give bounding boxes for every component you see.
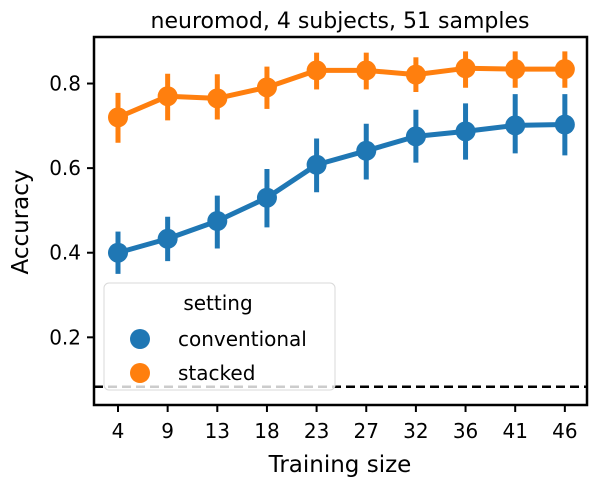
legend-marker-stacked [130, 363, 150, 383]
legend-title: setting [183, 291, 252, 315]
x-tick-label: 32 [403, 419, 428, 443]
x-tick-label: 23 [304, 419, 329, 443]
x-tick-label: 46 [552, 419, 577, 443]
data-point [455, 58, 476, 79]
data-point [108, 242, 128, 263]
y-tick-label: 0.4 [49, 241, 81, 265]
x-tick-label: 13 [205, 419, 230, 443]
x-tick-label: 27 [354, 419, 379, 443]
data-point [108, 107, 128, 128]
data-point [554, 114, 575, 135]
legend-label-conventional: conventional [178, 327, 307, 351]
legend-label-stacked: stacked [178, 361, 255, 385]
data-point [505, 115, 526, 136]
data-point [256, 187, 277, 208]
series-line [117, 65, 565, 120]
data-point [256, 77, 277, 98]
data-point [207, 211, 228, 231]
legend-box [103, 282, 336, 391]
data-point [505, 59, 526, 80]
series-conventional [108, 94, 575, 274]
data-point [405, 126, 426, 147]
legend-marker-conventional [130, 329, 150, 349]
x-axis-label: Training size [268, 452, 412, 478]
data-point [455, 121, 476, 142]
x-tick-label: 41 [502, 419, 527, 443]
y-tick-label: 0.8 [49, 72, 81, 96]
x-tick-label: 4 [112, 419, 125, 443]
axes-layer: 4 9 13 18 23 27 32 36 41 46 0.2 0.4 0.6 0.8 [49, 35, 589, 443]
data-point [356, 140, 377, 161]
data-point [157, 86, 178, 107]
legend: setting conventional stacked [103, 282, 336, 391]
data-point [306, 154, 327, 175]
y-axis-label: Accuracy [8, 169, 34, 274]
data-point [207, 88, 228, 109]
data-point [356, 60, 377, 81]
data-point [306, 60, 327, 81]
series-line [117, 122, 565, 256]
x-tick-label: 9 [161, 419, 174, 443]
series-layer [108, 51, 575, 274]
x-tick-label: 36 [453, 419, 478, 443]
series-stacked [108, 51, 575, 143]
data-point [554, 59, 575, 80]
axes-frame [92, 35, 589, 407]
y-tick-label: 0.6 [49, 156, 81, 180]
x-tick-label: 18 [254, 419, 279, 443]
chart-title: neuromod, 4 subjects, 51 samples [151, 9, 530, 34]
y-tick-label: 0.2 [49, 325, 81, 349]
plot-area: 4 9 13 18 23 27 32 36 41 46 0.2 0.4 0.6 0.8 [49, 35, 589, 443]
data-point [157, 228, 178, 249]
data-point [405, 64, 426, 85]
